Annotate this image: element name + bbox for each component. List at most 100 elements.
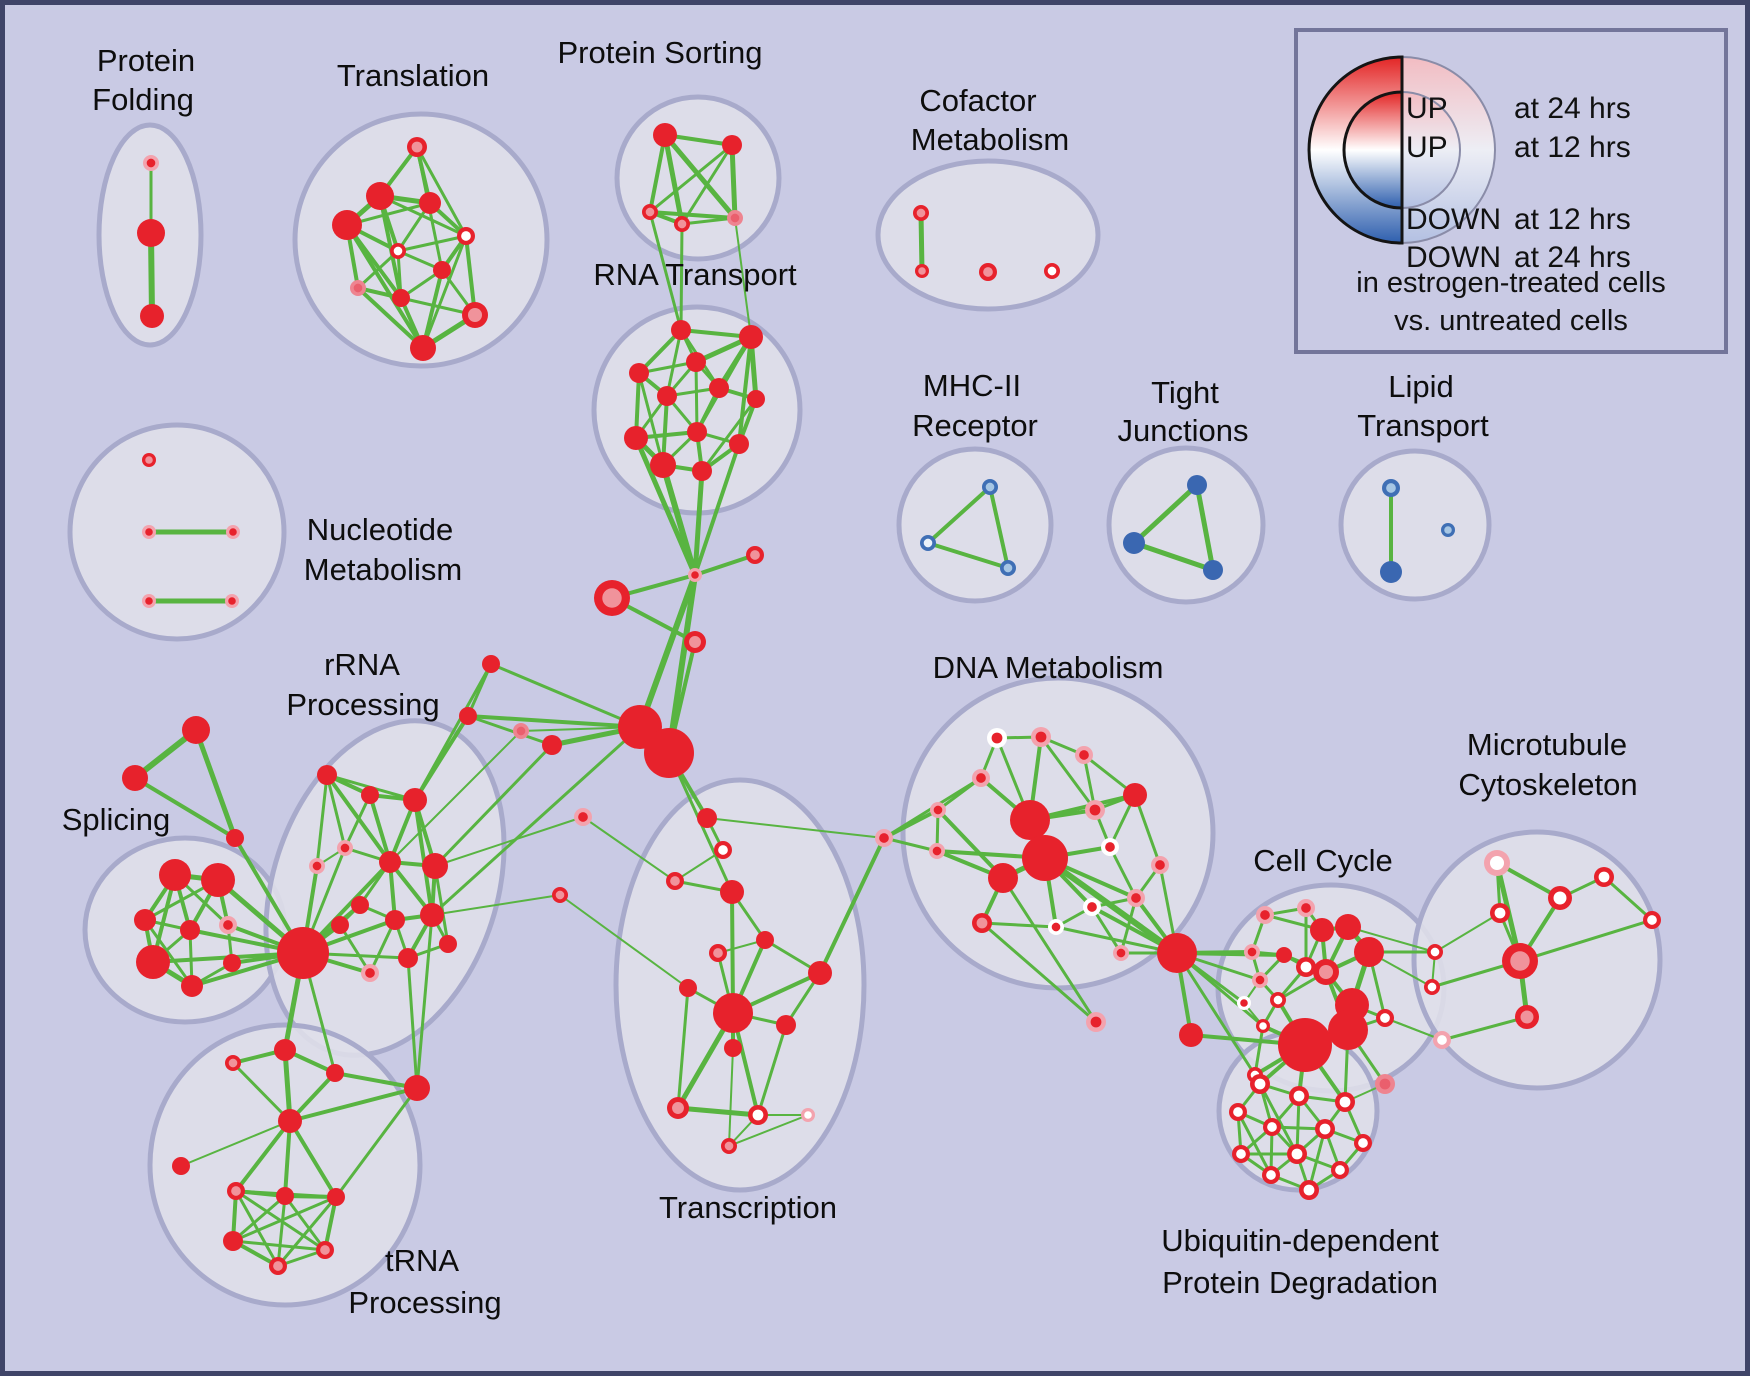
node-t3[interactable] [419,192,441,214]
node-rh[interactable] [277,927,329,979]
node-c1-core [691,571,699,579]
cluster-ubiquitin-degradation-label-line1: Ubiquitin-dependent [1161,1223,1439,1258]
cluster-trna-processing-label-line1: tRNA [385,1243,459,1278]
node-cc7[interactable] [1335,914,1361,940]
node-rr13[interactable] [398,948,418,968]
node-tr4[interactable] [404,1075,430,1101]
node-t11[interactable] [410,335,436,361]
node-g2[interactable] [1328,1010,1368,1050]
node-tr3[interactable] [326,1064,344,1082]
node-sp6[interactable] [136,945,170,979]
node-r11[interactable] [650,452,676,478]
cluster-rrna-processing-label-line2: Processing [286,687,439,722]
edge [1175,951,1257,1077]
node-rr9[interactable] [385,910,405,930]
node-d21[interactable] [1179,1023,1203,1047]
node-s1[interactable] [182,716,210,744]
cluster-cofactor-metabolism-ellipse [875,158,1101,312]
node-tr10[interactable] [223,1231,243,1251]
node-r8[interactable] [624,426,648,450]
node-x7[interactable] [756,931,774,949]
node-t7[interactable] [433,261,451,279]
node-pf3[interactable] [140,304,164,328]
node-x9[interactable] [679,979,697,997]
node-r10[interactable] [729,434,749,454]
node-tr8[interactable] [276,1187,294,1205]
node-hub2[interactable] [644,728,694,778]
node-cc8[interactable] [1354,937,1384,967]
node-x1[interactable] [697,808,717,828]
node-lp3[interactable] [1380,561,1402,583]
node-rr10[interactable] [420,903,444,927]
edge [415,145,468,238]
node-s3[interactable] [226,829,244,847]
cluster-protein-folding-label-line1: Protein [97,43,195,78]
node-ps5-core [730,213,740,223]
edge [466,714,642,729]
node-rr8[interactable] [351,896,369,914]
node-sp4[interactable] [180,920,200,940]
node-sp3[interactable] [134,909,156,931]
cluster-mhc-ii-receptor-label-line1: MHC-II [923,368,1021,403]
node-ps4-core [677,219,687,229]
node-ps1[interactable] [653,123,677,147]
node-rr7[interactable] [422,853,448,879]
edge [936,808,1005,880]
node-r5[interactable] [709,378,729,398]
node-r6[interactable] [657,386,677,406]
node-r7[interactable] [747,390,765,408]
node-mh2-core [923,538,933,548]
node-d11[interactable] [1123,783,1147,807]
node-tr5[interactable] [278,1109,302,1133]
node-x5-core [578,812,588,822]
node-rr11[interactable] [331,916,349,934]
node-g1[interactable] [1278,1018,1332,1072]
node-rr2[interactable] [361,786,379,804]
node-rr1[interactable] [317,765,337,785]
node-tj1[interactable] [1187,475,1207,495]
node-tr6[interactable] [172,1157,190,1175]
node-ps2[interactable] [722,135,742,155]
node-x12[interactable] [776,1015,796,1035]
node-pf2[interactable] [137,219,165,247]
node-r9[interactable] [687,422,707,442]
node-d8[interactable] [1010,800,1050,840]
node-tr9[interactable] [327,1188,345,1206]
node-rr6[interactable] [379,851,401,873]
node-sp1[interactable] [159,859,191,891]
node-cc4[interactable] [1276,947,1292,963]
node-tj3[interactable] [1203,560,1223,580]
node-x11[interactable] [724,1039,742,1057]
node-cc6[interactable] [1310,918,1334,942]
node-d10[interactable] [988,863,1018,893]
node-x13[interactable] [808,961,832,985]
node-rr14[interactable] [439,935,457,953]
node-r3[interactable] [686,352,706,372]
node-t4[interactable] [332,210,362,240]
node-c5[interactable] [542,735,562,755]
node-r4[interactable] [629,363,649,383]
node-tr2[interactable] [274,1039,296,1061]
node-sp2[interactable] [201,863,235,897]
node-s2[interactable] [122,765,148,791]
node-t2[interactable] [366,182,394,210]
node-b2[interactable] [482,655,500,673]
node-x10[interactable] [713,993,753,1033]
cluster-translation-label-line1: Translation [337,58,489,93]
node-b1[interactable] [459,707,477,725]
node-tj2[interactable] [1123,532,1145,554]
node-sp7[interactable] [181,975,203,997]
node-sp8[interactable] [223,954,241,972]
node-d20[interactable] [1157,933,1197,973]
node-d9[interactable] [1022,835,1068,881]
node-r12[interactable] [692,461,712,481]
node-tr11-core [320,1245,330,1255]
node-t9[interactable] [392,289,410,307]
node-x4[interactable] [720,880,744,904]
edge [1602,875,1654,922]
node-r1[interactable] [671,320,691,340]
node-rr3[interactable] [403,788,427,812]
node-r2[interactable] [739,325,763,349]
